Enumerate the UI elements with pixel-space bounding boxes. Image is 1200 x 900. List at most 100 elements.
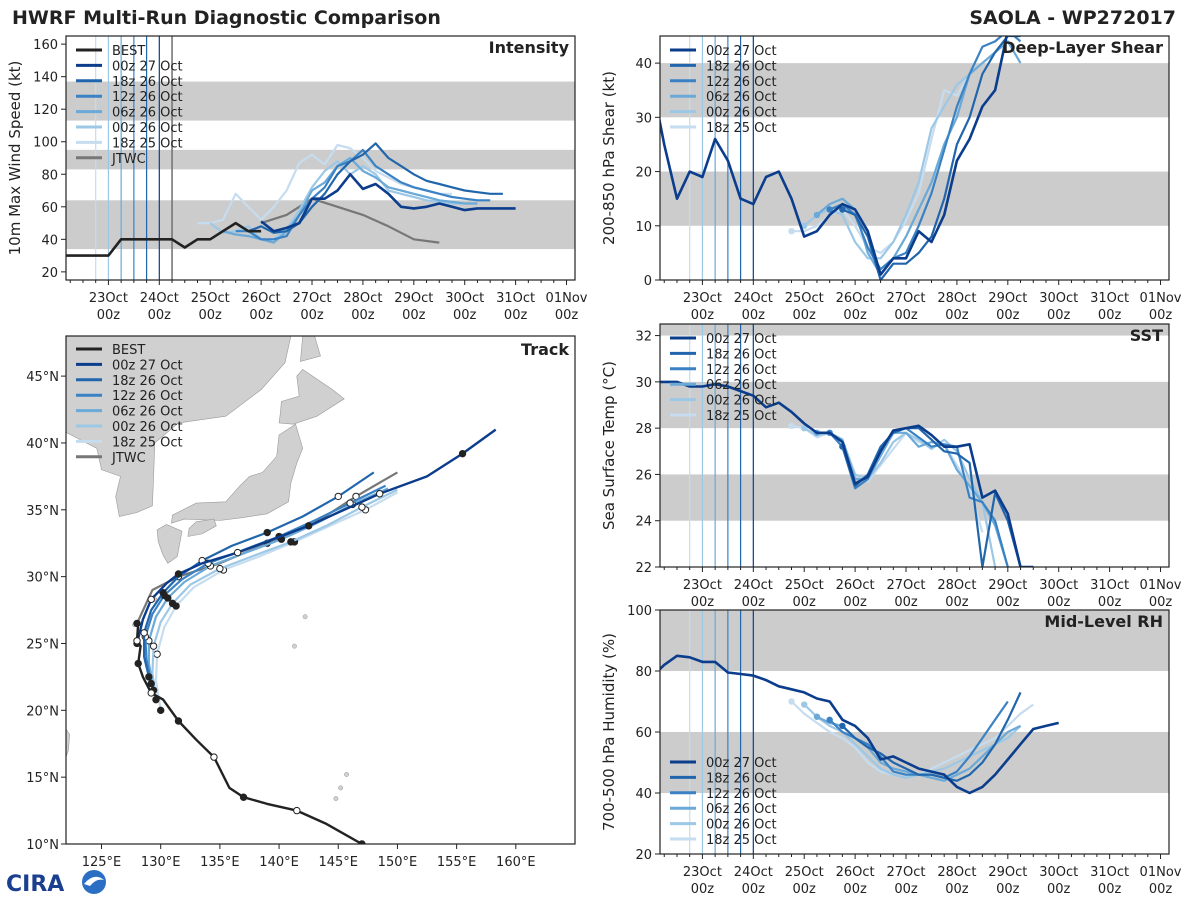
track-ytick-label: 40°N <box>26 437 59 452</box>
rh-xtick-date: 30Oct <box>1039 865 1078 880</box>
track-position-marker <box>375 490 384 498</box>
intensity-ytick-label: 40 <box>41 233 58 248</box>
intensity-xtick-hour: 00z <box>504 308 528 323</box>
shear-legend-label: 18z 26 Oct <box>706 59 777 74</box>
sst-threshold-band <box>660 381 1169 429</box>
rh-init-marker-r2 <box>826 716 833 723</box>
shear-ytick-label: 40 <box>635 57 652 72</box>
intensity-xtick-date: 30Oct <box>445 291 484 306</box>
intensity-legend-label: 18z 26 Oct <box>112 75 183 90</box>
intensity-ytick-label: 160 <box>33 38 58 53</box>
shear-plot-area <box>648 36 1169 280</box>
sst-legend-label: 18z 25 Oct <box>706 409 777 424</box>
track-xtick-label: 160°E <box>496 855 536 870</box>
intensity-xtick-hour: 00z <box>199 308 223 323</box>
island-land <box>292 643 297 649</box>
sst-legend-label: 12z 26 Oct <box>706 363 777 378</box>
shear-threshold-band <box>660 63 1169 118</box>
rh-plot-area <box>660 610 1169 854</box>
intensity-frame <box>65 35 576 281</box>
sst-legend-label: 18z 26 Oct <box>706 347 777 362</box>
sst-ytick-label: 28 <box>635 422 652 437</box>
rh-xtick-date: 23Oct <box>683 865 722 880</box>
sst-xtick-date: 01Nov <box>1140 578 1182 593</box>
shear-xtick-date: 01Nov <box>1140 291 1182 306</box>
sst-xtick-date: 27Oct <box>887 578 926 593</box>
rh-xtick-date: 29Oct <box>988 865 1027 880</box>
shear-frame <box>659 35 1170 281</box>
rh-xtick-hour: 00z <box>691 882 715 897</box>
intensity-xtick-date: 23Oct <box>89 291 128 306</box>
intensity-xtick-date: 27Oct <box>293 291 332 306</box>
track-legend-label: 18z 25 Oct <box>112 435 183 450</box>
shear-title: Deep-Layer Shear <box>1002 38 1163 57</box>
intensity-ytick-label: 60 <box>41 201 58 216</box>
sst-xtick-hour: 00z <box>1098 595 1122 610</box>
cira-logo-swirl <box>84 876 104 886</box>
track-position-marker <box>147 689 155 697</box>
track-series-best <box>135 623 363 844</box>
track-series-r2 <box>144 484 387 684</box>
sst-ytick-label: 30 <box>635 376 652 391</box>
shear-init-marker-r0 <box>648 76 654 82</box>
intensity-title: Intensity <box>489 38 570 57</box>
track-series-r0 <box>135 428 497 644</box>
intensity-xtick-hour: 00z <box>453 308 477 323</box>
rh-xtick-date: 31Oct <box>1090 865 1129 880</box>
track-legend-label: 06z 26 Oct <box>112 405 183 420</box>
intensity-series-r2 <box>235 148 491 241</box>
track-position-marker <box>156 706 165 715</box>
track-series-r5 <box>154 491 398 711</box>
shear-legend-label: 00z 27 Oct <box>706 44 777 59</box>
island-land <box>344 772 349 777</box>
figure-title: HWRF Multi-Run Diagnostic Comparison <box>12 7 441 29</box>
rh-panel: 20 40 60 80 100 23Oct 00z 24Oct 00z 25Oct 00z 26Oct… <box>600 604 1182 897</box>
storm-id: SAOLA - WP272017 <box>969 7 1176 29</box>
rh-xtick-hour: 00z <box>1047 882 1071 897</box>
intensity-ylabel: 10m Max Wind Speed (kt) <box>6 61 24 256</box>
sst-xtick-date: 30Oct <box>1039 578 1078 593</box>
rh-legend-label: 12z 26 Oct <box>706 787 777 802</box>
shear-xtick-date: 26Oct <box>836 291 875 306</box>
island-land <box>302 614 308 620</box>
hokkaido-land <box>278 369 345 425</box>
track-legend-label: 12z 26 Oct <box>112 389 183 404</box>
rh-xtick-date: 25Oct <box>785 865 824 880</box>
sst-ylabel: Sea Surface Temp (°C) <box>600 361 618 530</box>
intensity-xtick-date: 26Oct <box>242 291 281 306</box>
track-position-marker <box>153 650 161 658</box>
shear-series-r1 <box>841 36 1021 280</box>
island-land <box>333 796 339 801</box>
sst-threshold-band <box>660 324 1169 336</box>
intensity-xtick-hour: 00z <box>351 308 375 323</box>
intensity-xtick-date: 25Oct <box>191 291 230 306</box>
shear-xtick-date: 25Oct <box>785 291 824 306</box>
intensity-xtick-date: 01Nov <box>546 291 588 306</box>
shear-xtick-hour: 00z <box>1047 308 1071 323</box>
track-position-marker <box>140 629 148 637</box>
track-ytick-label: 45°N <box>26 370 59 385</box>
sst-legend-label: 06z 26 Oct <box>706 378 777 393</box>
intensity-series-r0 <box>260 173 516 233</box>
track-ytick-label: 35°N <box>26 504 59 519</box>
intensity-xtick-hour: 00z <box>555 308 579 323</box>
intensity-legend-label: 00z 27 Oct <box>112 59 183 74</box>
rh-xtick-hour: 00z <box>894 882 918 897</box>
sst-title: SST <box>1130 326 1163 345</box>
intensity-xtick-hour: 00z <box>300 308 324 323</box>
shear-xtick-hour: 00z <box>1098 308 1122 323</box>
rh-xtick-hour: 00z <box>945 882 969 897</box>
track-position-marker <box>216 564 224 573</box>
sst-ytick-label: 26 <box>635 468 652 483</box>
shear-xtick-hour: 00z <box>843 308 867 323</box>
intensity-series-r3 <box>222 156 478 244</box>
sst-series-r2 <box>828 427 1009 567</box>
sst-series-r0 <box>660 380 1034 567</box>
track-position-marker <box>168 599 177 608</box>
intensity-ytick-label: 80 <box>41 168 58 183</box>
sst-xtick-date: 28Oct <box>937 578 976 593</box>
rh-ytick-label: 40 <box>635 787 652 802</box>
sst-xtick-date: 24Oct <box>734 578 773 593</box>
shear-series-r0 <box>660 36 1008 276</box>
shear-ytick-label: 0 <box>644 274 652 289</box>
